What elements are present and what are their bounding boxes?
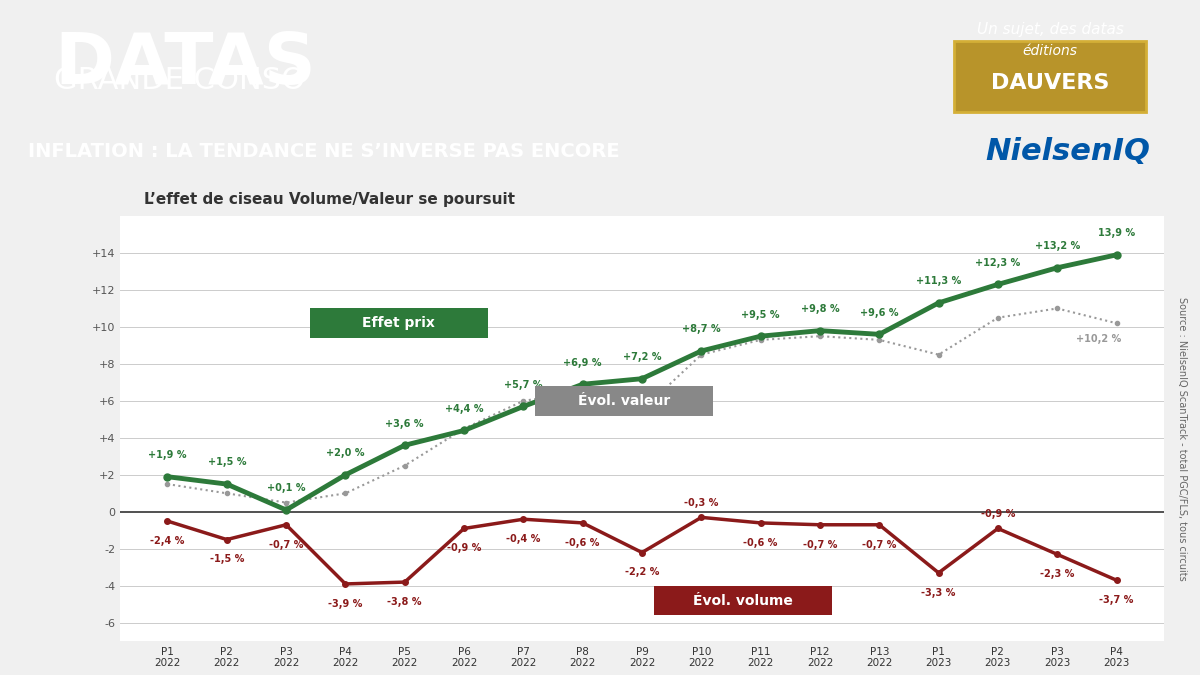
Text: -0,6 %: -0,6 % xyxy=(565,538,600,547)
Text: +11,3 %: +11,3 % xyxy=(916,276,961,286)
Text: +3,6 %: +3,6 % xyxy=(385,418,424,429)
Text: Source : NielsenIQ ScanTrack - total PGC/FLS, tous circuits: Source : NielsenIQ ScanTrack - total PGC… xyxy=(1177,297,1187,580)
Text: L’effet de ciseau Volume/Valeur se poursuit: L’effet de ciseau Volume/Valeur se pours… xyxy=(144,192,515,207)
Text: +2,0 %: +2,0 % xyxy=(326,448,365,458)
Text: +9,5 %: +9,5 % xyxy=(742,310,780,319)
Text: -3,3 %: -3,3 % xyxy=(922,588,955,597)
Text: -0,7 %: -0,7 % xyxy=(803,539,838,549)
Text: +1,9 %: +1,9 % xyxy=(149,450,187,460)
Text: 13,9 %: 13,9 % xyxy=(1098,228,1135,238)
Text: -3,7 %: -3,7 % xyxy=(1099,595,1134,605)
Text: -3,9 %: -3,9 % xyxy=(329,599,362,609)
Text: +9,8 %: +9,8 % xyxy=(800,304,839,314)
Text: +7,2 %: +7,2 % xyxy=(623,352,661,362)
Text: -1,5 %: -1,5 % xyxy=(210,554,244,564)
Text: -0,7 %: -0,7 % xyxy=(269,539,304,549)
Text: Effet prix: Effet prix xyxy=(362,316,436,330)
Text: GRANDE CONSO: GRANDE CONSO xyxy=(54,65,305,95)
Text: -2,4 %: -2,4 % xyxy=(150,536,185,546)
Text: DATAS: DATAS xyxy=(54,30,316,99)
Text: -0,9 %: -0,9 % xyxy=(980,509,1015,519)
Text: INFLATION : LA TENDANCE NE S’INVERSE PAS ENCORE: INFLATION : LA TENDANCE NE S’INVERSE PAS… xyxy=(28,142,619,161)
Text: -2,2 %: -2,2 % xyxy=(625,567,659,577)
Text: +1,5 %: +1,5 % xyxy=(208,458,246,468)
Text: -0,9 %: -0,9 % xyxy=(446,543,481,553)
Text: -3,8 %: -3,8 % xyxy=(388,597,422,607)
Text: NielsenIQ: NielsenIQ xyxy=(985,138,1151,166)
Text: +13,2 %: +13,2 % xyxy=(1034,241,1080,251)
Text: -2,3 %: -2,3 % xyxy=(1040,569,1074,579)
FancyBboxPatch shape xyxy=(310,308,487,338)
Text: DAUVERS: DAUVERS xyxy=(991,73,1109,92)
Text: Un sujet, des datas: Un sujet, des datas xyxy=(977,22,1123,37)
Text: +8,7 %: +8,7 % xyxy=(682,324,721,334)
FancyBboxPatch shape xyxy=(954,41,1146,112)
Text: +0,1 %: +0,1 % xyxy=(266,483,305,493)
Text: Évol. volume: Évol. volume xyxy=(692,593,793,608)
Text: +4,4 %: +4,4 % xyxy=(445,404,484,414)
FancyBboxPatch shape xyxy=(535,386,713,416)
Text: +9,6 %: +9,6 % xyxy=(860,308,899,318)
Text: +12,3 %: +12,3 % xyxy=(976,258,1020,268)
Text: +6,9 %: +6,9 % xyxy=(564,358,602,368)
Text: +10,2 %: +10,2 % xyxy=(1076,333,1121,344)
Text: -0,7 %: -0,7 % xyxy=(862,539,896,549)
Text: -0,4 %: -0,4 % xyxy=(506,534,540,544)
FancyBboxPatch shape xyxy=(654,586,832,616)
Text: éditions: éditions xyxy=(1022,44,1078,58)
Text: -0,3 %: -0,3 % xyxy=(684,498,719,508)
Text: Évol. valeur: Évol. valeur xyxy=(578,394,671,408)
Text: +5,7 %: +5,7 % xyxy=(504,380,542,389)
Text: -0,6 %: -0,6 % xyxy=(744,538,778,547)
